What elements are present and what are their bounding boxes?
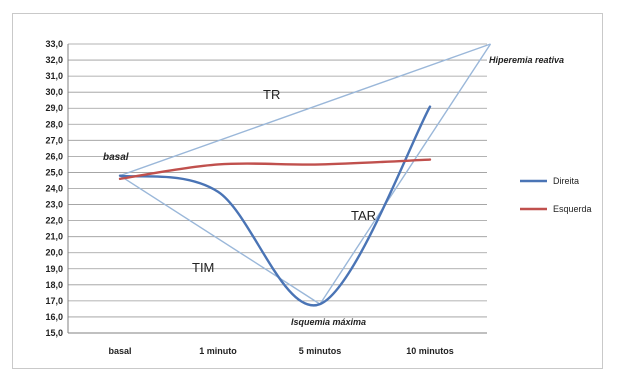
annotation-tar: TAR — [351, 208, 376, 223]
annotation-tr: TR — [263, 87, 280, 102]
y-tick-label: 26,0 — [45, 151, 63, 161]
y-tick-label: 19,0 — [45, 264, 63, 274]
x-tick-label: 1 minuto — [199, 346, 237, 356]
y-tick-label: 32,0 — [45, 55, 63, 65]
x-tick-label: 10 minutos — [406, 346, 454, 356]
annotation-basal: basal — [103, 152, 129, 163]
series-line-esquerda — [118, 158, 432, 181]
triangle-edge — [319, 43, 492, 305]
y-tick-label: 33,0 — [45, 39, 63, 49]
y-tick-label: 30,0 — [45, 87, 63, 97]
legend-label: Esquerda — [553, 204, 592, 214]
y-tick-label: 18,0 — [45, 280, 63, 290]
legend: Direita Esquerda — [520, 176, 592, 214]
y-tick-label: 22,0 — [45, 216, 63, 226]
y-tick-label: 31,0 — [45, 71, 63, 81]
y-tick-label: 25,0 — [45, 167, 63, 177]
series-line-direita — [118, 105, 432, 307]
y-tick-label: 23,0 — [45, 200, 63, 210]
y-tick-label: 29,0 — [45, 103, 63, 113]
x-tick-label: 5 minutos — [299, 346, 342, 356]
triangle-edge — [119, 175, 321, 305]
y-tick-label: 24,0 — [45, 184, 63, 194]
y-tick-label: 15,0 — [45, 328, 63, 338]
y-tick-label: 16,0 — [45, 312, 63, 322]
chart-frame — [12, 13, 603, 369]
y-tick-label: 17,0 — [45, 296, 63, 306]
legend-label: Direita — [553, 176, 579, 186]
annotation-ischemia: Isquemia máxima — [291, 317, 366, 327]
x-tick-label: basal — [108, 346, 131, 356]
y-tick-label: 27,0 — [45, 135, 63, 145]
y-tick-label: 20,0 — [45, 248, 63, 258]
annotation-hyperemia: Hiperemia reativa — [489, 55, 564, 65]
y-tick-label: 21,0 — [45, 232, 63, 242]
triangle-edge — [119, 43, 491, 177]
y-tick-label: 28,0 — [45, 119, 63, 129]
annotation-tim: TIM — [192, 260, 214, 275]
